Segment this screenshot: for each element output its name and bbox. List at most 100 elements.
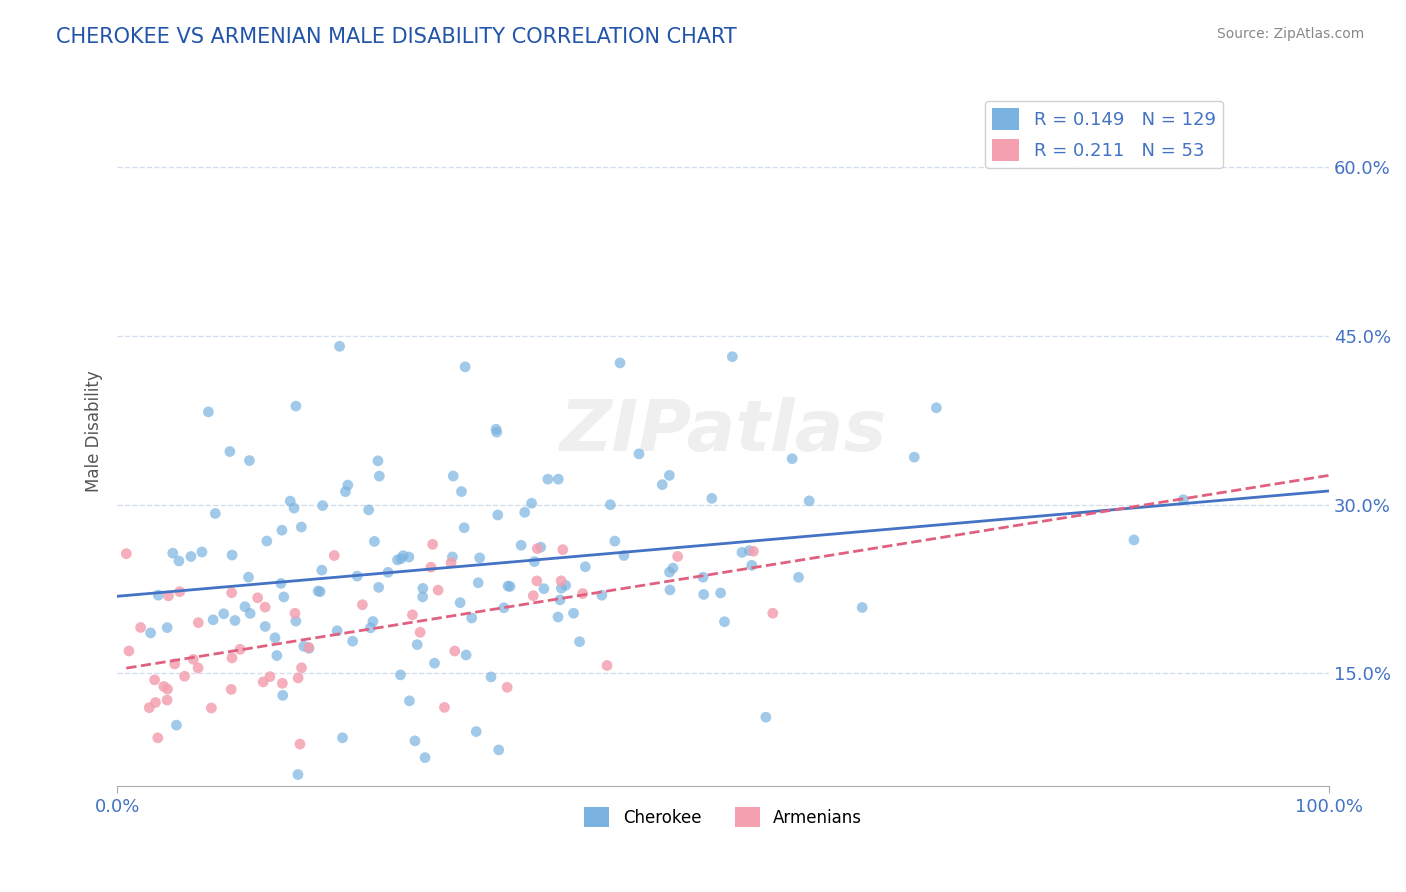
- Point: [167, 554, 190, 568]
- Point: [284, 399, 307, 413]
- Text: ZIPatlas: ZIPatlas: [560, 397, 887, 467]
- Point: [143, 673, 166, 687]
- Point: [456, 648, 478, 662]
- Point: [401, 607, 423, 622]
- Point: [212, 607, 235, 621]
- Point: [398, 549, 420, 564]
- Point: [200, 701, 222, 715]
- Point: [329, 339, 352, 353]
- Point: [533, 582, 555, 596]
- Point: [441, 549, 464, 564]
- Point: [658, 565, 681, 579]
- Point: [651, 477, 673, 491]
- Point: [486, 508, 509, 522]
- Point: [284, 607, 307, 621]
- Point: [485, 422, 508, 436]
- Point: [526, 574, 548, 588]
- Point: [221, 651, 243, 665]
- Point: [204, 507, 226, 521]
- Point: [259, 670, 281, 684]
- Point: [692, 570, 714, 584]
- Point: [550, 574, 572, 588]
- Point: [187, 615, 209, 630]
- Point: [156, 693, 179, 707]
- Point: [710, 586, 733, 600]
- Point: [323, 549, 346, 563]
- Point: [460, 611, 482, 625]
- Point: [530, 540, 553, 554]
- Point: [389, 551, 412, 566]
- Point: [741, 558, 763, 573]
- Point: [363, 534, 385, 549]
- Point: [496, 579, 519, 593]
- Point: [156, 682, 179, 697]
- Point: [422, 537, 444, 551]
- Point: [562, 606, 585, 620]
- Point: [309, 584, 332, 599]
- Point: [238, 453, 260, 467]
- Point: [270, 576, 292, 591]
- Point: [311, 499, 333, 513]
- Point: [526, 541, 548, 556]
- Point: [157, 589, 180, 603]
- Point: [389, 668, 412, 682]
- Point: [129, 620, 152, 634]
- Point: [246, 591, 269, 605]
- Point: [197, 405, 219, 419]
- Point: [603, 534, 626, 549]
- Point: [450, 484, 472, 499]
- Point: [156, 621, 179, 635]
- Point: [392, 549, 415, 563]
- Point: [762, 606, 785, 620]
- Point: [613, 549, 636, 563]
- Point: [449, 596, 471, 610]
- Point: [925, 401, 948, 415]
- Point: [256, 534, 278, 549]
- Point: [547, 610, 569, 624]
- Point: [254, 600, 277, 615]
- Point: [571, 586, 593, 600]
- Point: [180, 549, 202, 564]
- Point: [409, 625, 432, 640]
- Point: [367, 580, 389, 594]
- Point: [627, 447, 650, 461]
- Point: [692, 587, 714, 601]
- Point: [219, 682, 242, 697]
- Point: [413, 750, 436, 764]
- Y-axis label: Male Disability: Male Disability: [86, 371, 103, 492]
- Point: [700, 491, 723, 506]
- Point: [346, 569, 368, 583]
- Point: [336, 478, 359, 492]
- Text: CHEROKEE VS ARMENIAN MALE DISABILITY CORRELATION CHART: CHEROKEE VS ARMENIAN MALE DISABILITY COR…: [56, 27, 737, 46]
- Point: [118, 644, 141, 658]
- Point: [440, 556, 463, 570]
- Point: [163, 657, 186, 671]
- Point: [520, 496, 543, 510]
- Point: [755, 710, 778, 724]
- Point: [453, 521, 475, 535]
- Point: [224, 614, 246, 628]
- Point: [468, 550, 491, 565]
- Point: [412, 590, 434, 604]
- Point: [666, 549, 689, 564]
- Point: [357, 503, 380, 517]
- Point: [513, 505, 536, 519]
- Point: [406, 638, 429, 652]
- Point: [510, 538, 533, 552]
- Point: [145, 696, 167, 710]
- Point: [270, 523, 292, 537]
- Point: [271, 689, 294, 703]
- Point: [554, 578, 576, 592]
- Point: [290, 520, 312, 534]
- Point: [404, 734, 426, 748]
- Point: [307, 584, 329, 599]
- Legend: Cherokee, Armenians: Cherokee, Armenians: [578, 800, 869, 834]
- Point: [851, 600, 873, 615]
- Point: [547, 472, 569, 486]
- Point: [465, 724, 488, 739]
- Point: [574, 559, 596, 574]
- Point: [165, 718, 187, 732]
- Point: [550, 581, 572, 595]
- Point: [162, 546, 184, 560]
- Point: [254, 619, 277, 633]
